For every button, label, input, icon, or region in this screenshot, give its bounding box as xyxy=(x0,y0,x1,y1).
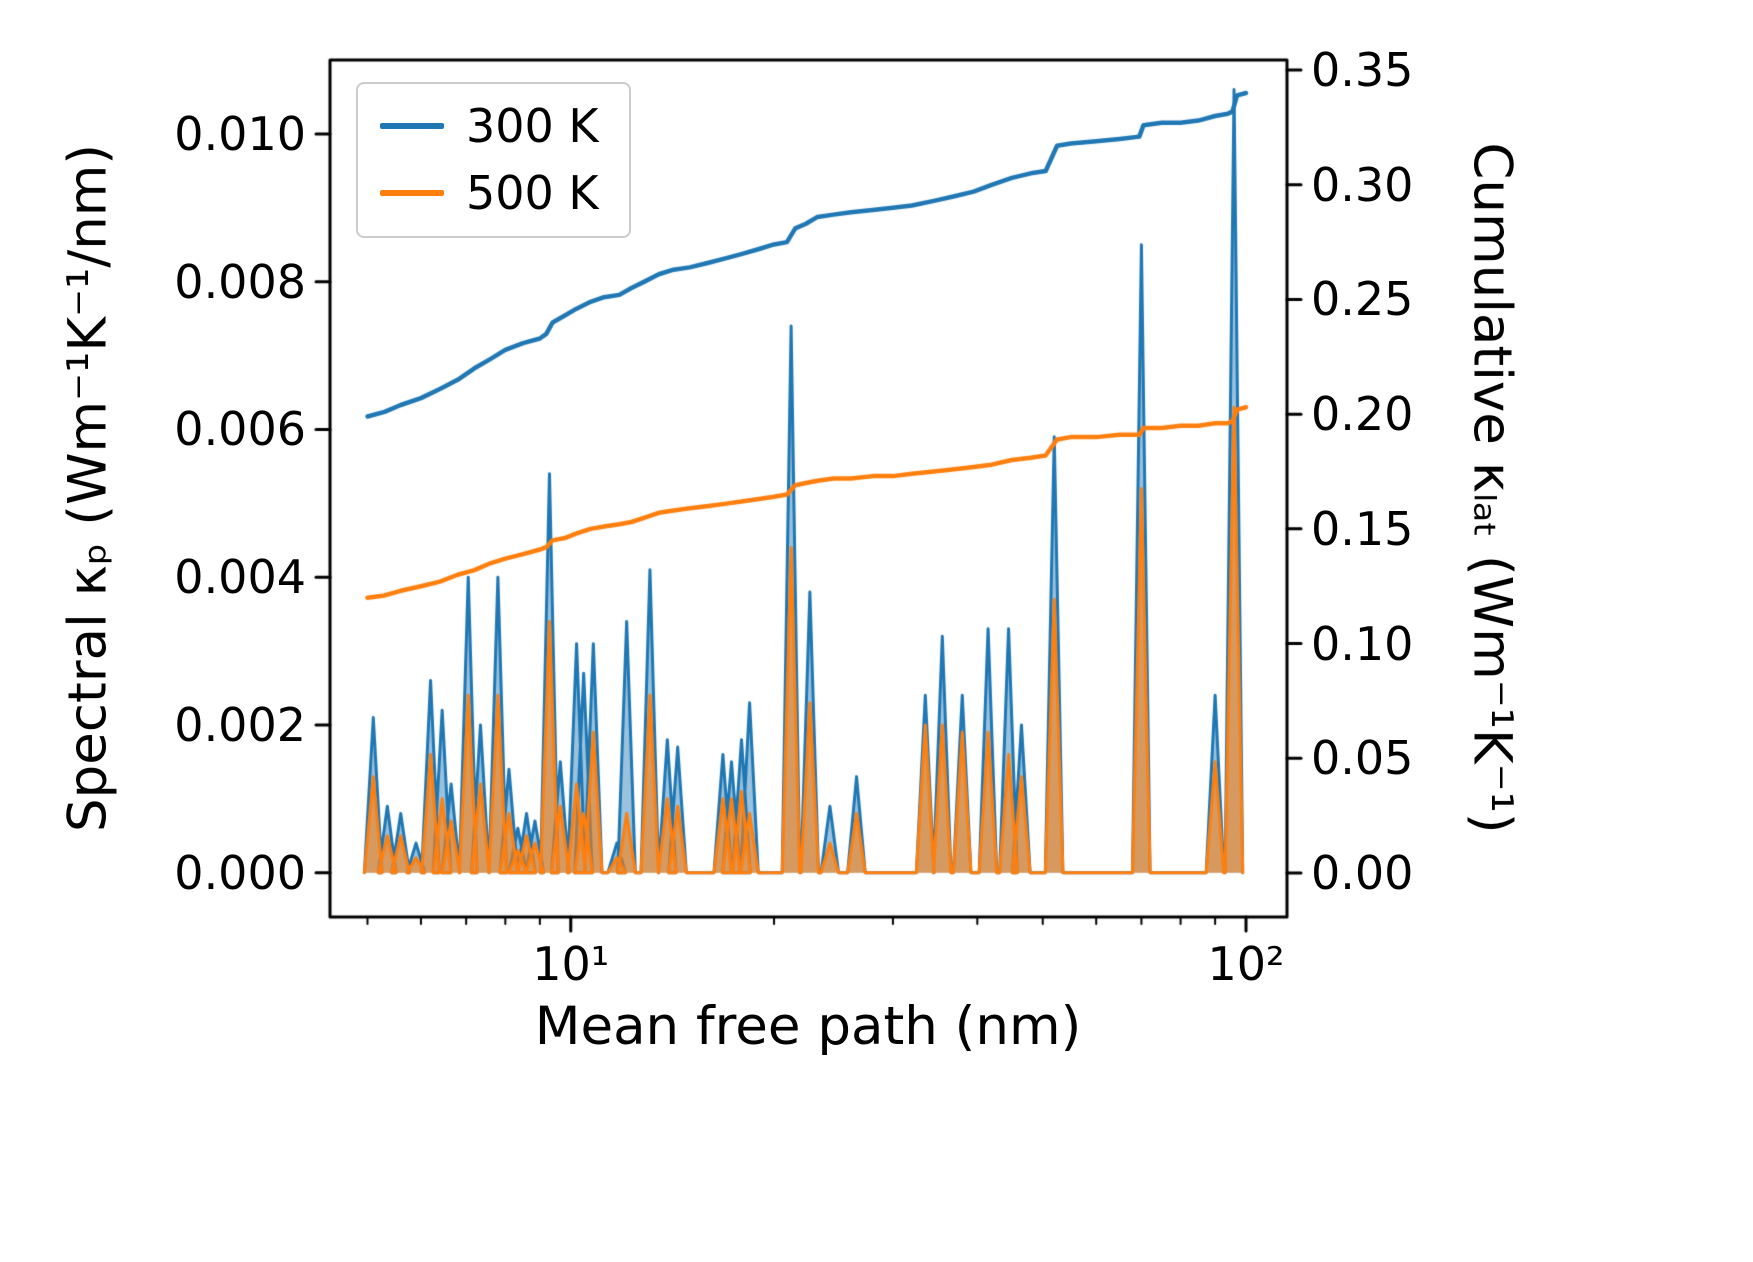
y-tick-label-left: 0.010 xyxy=(174,106,306,161)
left-axis-title: Spectral κₚ (Wm⁻¹K⁻¹/nm) xyxy=(57,143,119,833)
y-tick-label-right: 0.10 xyxy=(1311,616,1414,671)
y-tick-label-left: 0.004 xyxy=(174,550,306,605)
y-tick-label-right: 0.30 xyxy=(1311,157,1414,212)
legend-entry-300k: 300 K xyxy=(380,100,599,153)
y-tick-label-right: 0.15 xyxy=(1311,501,1414,556)
x-tick-label: 10² xyxy=(1207,937,1285,991)
y-tick-label-right: 0.25 xyxy=(1311,272,1414,327)
legend: 300 K 500 K xyxy=(356,82,631,238)
x-tick-label: 10¹ xyxy=(532,937,610,991)
y-tick-label-right: 0.20 xyxy=(1311,387,1414,442)
x-axis-title: Mean free path (nm) xyxy=(534,996,1082,1057)
y-tick-label-right: 0.05 xyxy=(1311,731,1414,786)
right-axis-title: Cumulative κₗₐₜ (Wm⁻¹K⁻¹) xyxy=(1461,142,1523,834)
y-tick-label-right: 0.00 xyxy=(1311,845,1414,900)
y-tick-label-left: 0.000 xyxy=(174,845,306,900)
y-tick-label-left: 0.006 xyxy=(174,402,306,457)
legend-entry-500k: 500 K xyxy=(380,165,599,220)
legend-label-300k: 300 K xyxy=(466,99,599,153)
y-tick-label-left: 0.002 xyxy=(174,697,306,752)
y-tick-label-right: 0.35 xyxy=(1311,43,1414,98)
legend-label-500k: 500 K xyxy=(466,165,599,220)
legend-line-500k-icon xyxy=(380,190,444,197)
legend-line-300k-icon xyxy=(380,123,444,130)
y-tick-label-left: 0.008 xyxy=(174,254,306,309)
